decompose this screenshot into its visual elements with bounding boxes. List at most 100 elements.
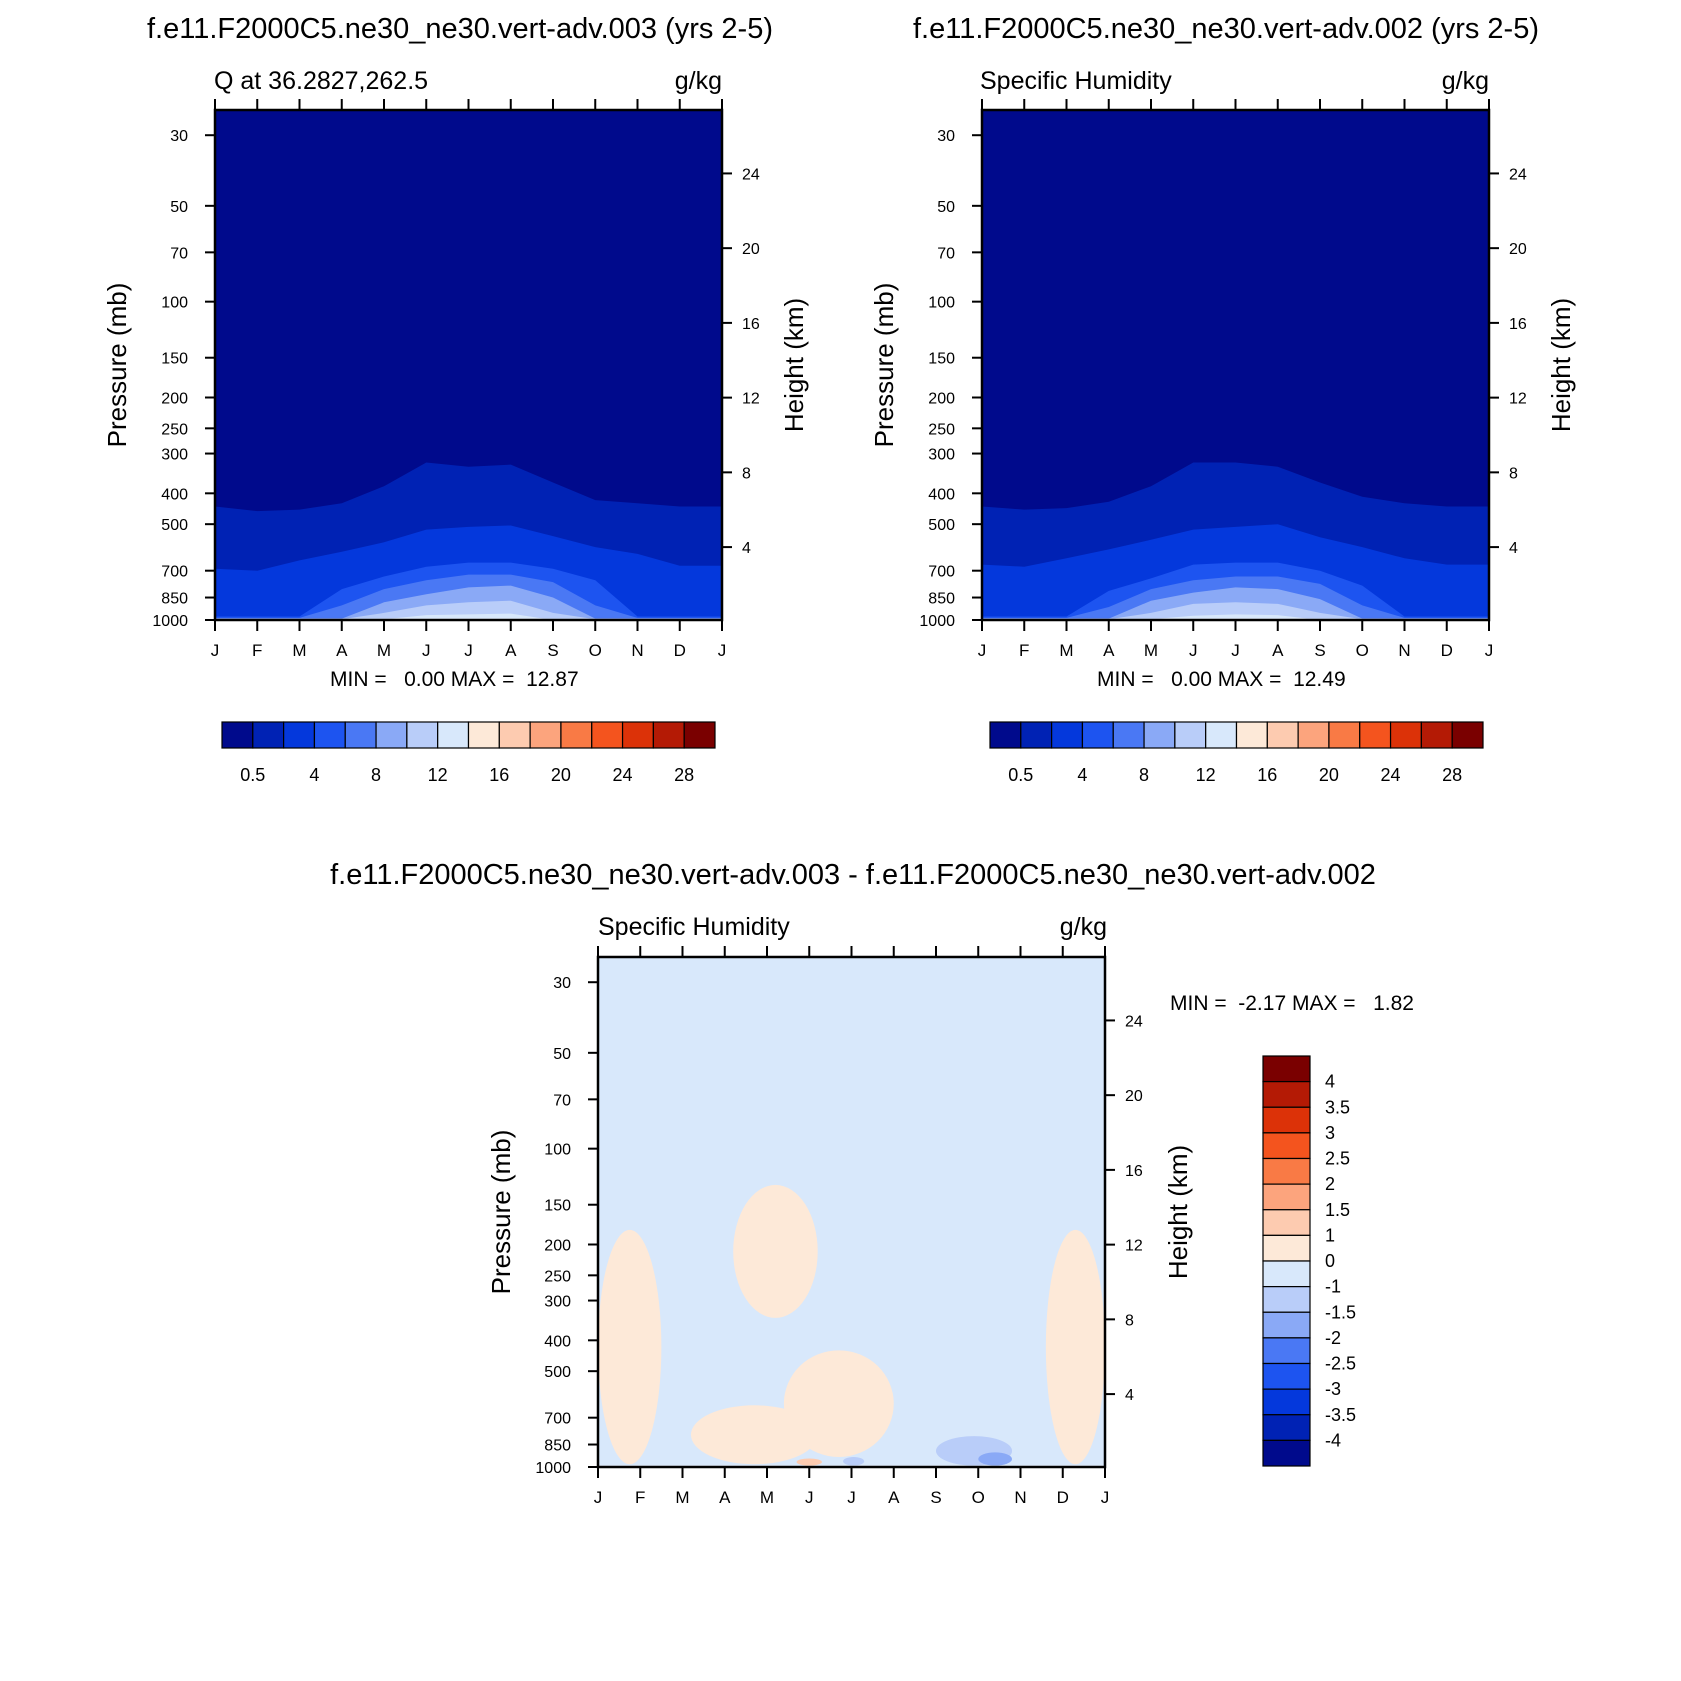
- positive-anomaly-region: [796, 1458, 822, 1466]
- month-tick-label: M: [675, 1488, 689, 1507]
- colorbar-label: 28: [1442, 765, 1462, 785]
- pressure-tick-label: 400: [161, 486, 188, 503]
- contour-fill-level-10: [215, 600, 722, 620]
- height-tick-label: 12: [1125, 1238, 1143, 1255]
- pressure-tick-label: 200: [928, 390, 955, 407]
- pressure-tick-label: 250: [928, 421, 955, 438]
- colorbar-box: [437, 721, 470, 749]
- colorbar-box: [252, 721, 285, 749]
- colorbar-box: [1297, 721, 1330, 749]
- height-tick-label: 16: [1125, 1163, 1143, 1180]
- colorbar-box: [1266, 721, 1299, 749]
- pressure-tick-label: 70: [170, 245, 188, 262]
- month-tick-label: J: [805, 1488, 814, 1507]
- colorbar-label: -3: [1325, 1379, 1341, 1399]
- colorbar-box: [1389, 721, 1422, 749]
- colorbar-box: [313, 721, 346, 749]
- month-tick-label: O: [589, 641, 602, 660]
- colorbar-box: [1143, 721, 1176, 749]
- month-tick-label: M: [377, 641, 391, 660]
- colorbar-box: [1205, 721, 1238, 749]
- month-tick-label: A: [888, 1488, 900, 1507]
- panel-3-y-right-label: Height (km): [1163, 1145, 1193, 1279]
- colorbar-box: [1020, 721, 1053, 749]
- positive-anomaly-region: [733, 1184, 818, 1318]
- colorbar-label: 3.5: [1325, 1097, 1350, 1117]
- panel-2-plot: 30 50 70 100 150 200 250 300 400 500 700 850 1000 24 2…: [919, 99, 1527, 660]
- colorbar-box: [467, 721, 500, 749]
- month-tick-label: J: [1101, 1488, 1110, 1507]
- colorbar-box: [1451, 721, 1484, 749]
- colorbar-box: [591, 721, 624, 749]
- month-tick-label: N: [1014, 1488, 1026, 1507]
- colorbar-label: 4: [1077, 765, 1087, 785]
- positive-anomaly-region: [690, 1405, 818, 1465]
- colorbar-label: 3: [1325, 1123, 1335, 1143]
- colorbar-label: 24: [613, 765, 633, 785]
- pressure-tick-label: 100: [928, 295, 955, 312]
- colorbar-box: [1262, 1388, 1311, 1416]
- month-tick-label: F: [1019, 641, 1029, 660]
- pressure-tick-label: 300: [161, 447, 188, 464]
- colorbar-box: [375, 721, 408, 749]
- colorbar-label: 24: [1381, 765, 1401, 785]
- contour-fill-level-12: [982, 614, 1489, 620]
- colorbar-box: [283, 721, 316, 749]
- panel-2-y-right-label: Height (km): [1546, 298, 1576, 432]
- colorbar-box: [1262, 1106, 1311, 1134]
- colorbar-box: [1262, 1286, 1311, 1313]
- colorbar-box: [1262, 1183, 1311, 1211]
- colorbar-box: [406, 721, 439, 749]
- colorbar-label: -2.5: [1325, 1354, 1356, 1374]
- colorbar-box: [1262, 1055, 1311, 1083]
- month-tick-label: M: [1144, 641, 1158, 660]
- pressure-tick-label: 300: [544, 1294, 571, 1311]
- colorbar-label: 1.5: [1325, 1200, 1350, 1220]
- pressure-tick-label: 1000: [535, 1460, 571, 1477]
- month-tick-label: J: [847, 1488, 856, 1507]
- month-tick-label: M: [1059, 641, 1073, 660]
- colorbar-box: [1262, 1209, 1311, 1236]
- panel-3-variable-label: Specific Humidity: [598, 913, 790, 941]
- month-tick-label: J: [1485, 641, 1494, 660]
- panel-3-units: g/kg: [1060, 913, 1107, 941]
- month-tick-label: F: [252, 641, 262, 660]
- colorbar-box: [1328, 721, 1361, 749]
- month-tick-label: J: [422, 641, 431, 660]
- panel-2-min-max: MIN = 0.00 MAX = 12.49: [1097, 668, 1346, 691]
- colorbar-label: 4: [309, 765, 319, 785]
- pressure-tick-label: 100: [161, 295, 188, 312]
- panel-1-y-label: Pressure (mb): [102, 283, 132, 448]
- height-tick-label: 4: [742, 540, 751, 557]
- colorbar-label: 1: [1325, 1225, 1335, 1245]
- month-tick-label: N: [1398, 641, 1410, 660]
- colorbar-label: 16: [489, 765, 509, 785]
- colorbar-box: [652, 721, 685, 749]
- contour-fill-level-10: [982, 602, 1489, 620]
- pressure-tick-label: 150: [928, 351, 955, 368]
- colorbar-label: 4: [1325, 1072, 1335, 1092]
- colorbar-box: [621, 721, 654, 749]
- colorbar-label: 12: [1196, 765, 1216, 785]
- pressure-tick-label: 30: [170, 128, 188, 145]
- colorbar-box: [1174, 721, 1207, 749]
- positive-anomaly-region: [598, 1229, 662, 1465]
- colorbar-box: [1051, 721, 1084, 749]
- colorbar-label: 28: [674, 765, 694, 785]
- colorbar-label: 2: [1325, 1174, 1335, 1194]
- panel-1-plot: 30 50 70 100 150 200 250 300 400 500 700 850 1000 24 2…: [152, 99, 760, 660]
- pressure-tick-label: 250: [161, 421, 188, 438]
- positive-anomaly-region: [1045, 1229, 1105, 1465]
- panel-3-colorbar: 4 3.5 3 2.5 2 1.5 1 0 -1 -1.5 -2 -2.5 -3 -3.5 -4: [1262, 1055, 1356, 1467]
- month-tick-label: A: [336, 641, 348, 660]
- contour-fill-level-12: [215, 613, 722, 620]
- pressure-tick-label: 700: [544, 1411, 571, 1428]
- month-tick-label: O: [1356, 641, 1369, 660]
- colorbar-label: 8: [371, 765, 381, 785]
- pressure-tick-label: 700: [928, 564, 955, 581]
- month-tick-label: A: [505, 641, 517, 660]
- colorbar-box: [560, 721, 593, 749]
- panel-2-case-title: f.e11.F2000C5.ne30_ne30.vert-adv.002 (yr…: [913, 13, 1539, 45]
- colorbar-box: [1262, 1414, 1311, 1441]
